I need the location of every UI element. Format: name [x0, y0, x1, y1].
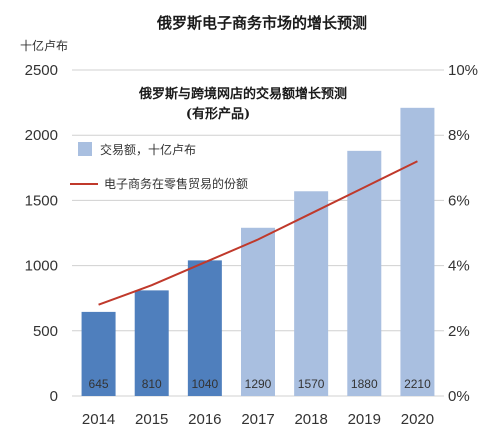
x-tick-label: 2014: [82, 411, 115, 428]
chart-title: 俄罗斯电子商务市场的增长预测: [156, 14, 367, 32]
x-tick-label: 2019: [348, 411, 381, 428]
bar: [134, 290, 169, 396]
y-axis-unit-label: 十亿卢布: [20, 38, 68, 53]
x-tick-label: 2015: [135, 411, 168, 428]
y2-tick-label: 10%: [448, 62, 478, 79]
y-axis-left-ticks: 0 500 1000 1500 2000 2500: [25, 62, 58, 405]
bar-series: [81, 107, 435, 396]
bar: [241, 227, 275, 396]
share-line: [98, 160, 418, 306]
y2-tick-label: 2%: [448, 323, 470, 340]
bar-value-label: 810: [142, 377, 162, 391]
legend-line-label: 电子商务在零售贸易的份额: [104, 176, 248, 191]
y-tick-label: 2000: [25, 127, 58, 144]
bar: [81, 311, 116, 396]
bar: [347, 150, 382, 396]
legend: 交易额，十亿卢布 电子商务在零售贸易的份额: [70, 142, 248, 191]
bar-value-label: 1880: [351, 377, 378, 391]
legend-bar-label: 交易额，十亿卢布: [100, 142, 196, 157]
y-tick-label: 500: [33, 323, 58, 340]
legend-bar-swatch: [78, 142, 92, 156]
x-tick-label: 2017: [241, 411, 274, 428]
bar: [400, 107, 435, 396]
x-tick-label: 2016: [188, 411, 221, 428]
chart-subtitle: 俄罗斯与跨境网店的交易额增长预测: [138, 86, 347, 102]
x-tick-label: 2018: [294, 411, 327, 428]
y2-tick-label: 6%: [448, 192, 470, 209]
y2-tick-label: 4%: [448, 258, 470, 275]
bar-value-labels: 645 810 1040 1290 1570 1880 2210: [89, 377, 432, 391]
y2-tick-label: 0%: [448, 388, 470, 405]
x-tick-label: 2020: [401, 411, 434, 428]
y-tick-label: 1500: [25, 192, 58, 209]
y2-tick-label: 8%: [448, 127, 470, 144]
y-tick-label: 2500: [25, 62, 58, 79]
bar-value-label: 1290: [245, 377, 272, 391]
x-axis-ticks: 2014 2015 2016 2017 2018 2019 2020: [82, 411, 434, 428]
y-tick-label: 1000: [25, 258, 58, 275]
bar: [294, 191, 329, 396]
line-series: [98, 160, 418, 306]
chart-subtitle-note: (有形产品): [186, 106, 250, 122]
y-tick-label: 0: [50, 388, 58, 405]
bar-value-label: 1040: [192, 377, 219, 391]
bar-value-label: 1570: [298, 377, 325, 391]
bar-value-label: 645: [89, 377, 109, 391]
y-axis-right-ticks: 0% 2% 4% 6% 8% 10%: [448, 62, 478, 405]
bar-value-label: 2210: [404, 377, 431, 391]
bar: [187, 260, 222, 396]
